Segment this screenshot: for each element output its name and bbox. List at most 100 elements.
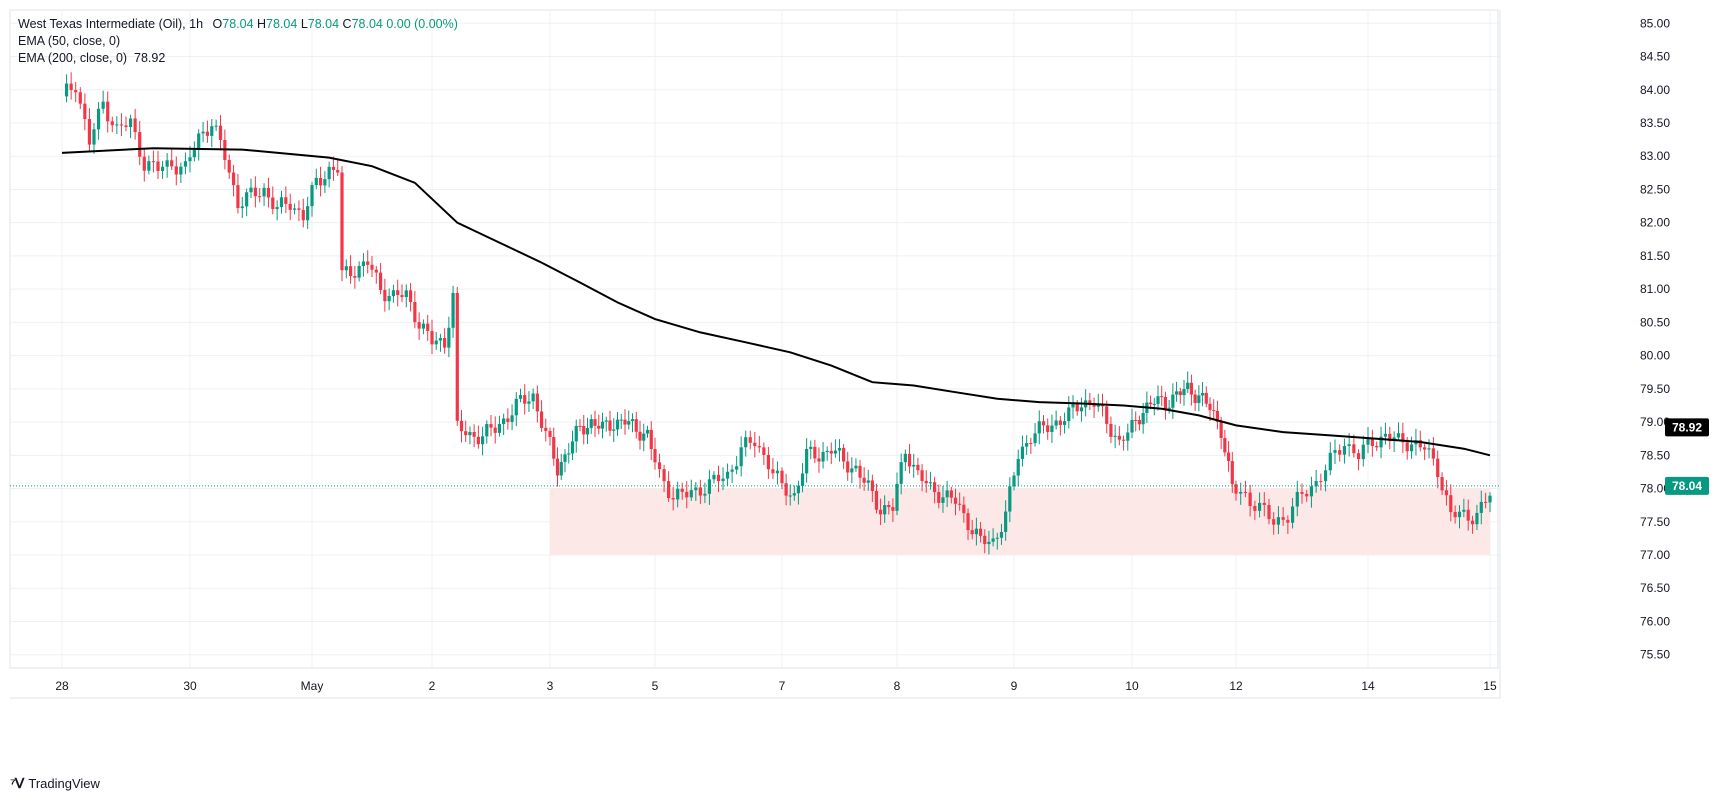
candle-body <box>476 436 480 445</box>
candle-body <box>214 125 218 127</box>
candle-body <box>1239 491 1243 494</box>
candle-body <box>391 290 396 297</box>
candle-body <box>825 450 829 453</box>
candle-body <box>978 528 983 536</box>
y-tick-label: 78.00 <box>1640 482 1670 496</box>
candle-body <box>426 323 430 332</box>
candle-body <box>192 150 196 158</box>
candle-body <box>151 161 156 163</box>
support-zone <box>550 488 1490 556</box>
candle-body <box>292 208 297 210</box>
candle-body <box>147 161 151 171</box>
candle-body <box>1257 502 1262 511</box>
candle-body <box>615 419 620 430</box>
candle-body <box>523 395 527 404</box>
candle-body <box>1488 495 1492 503</box>
candle-body <box>612 429 616 431</box>
candle-body <box>357 265 361 278</box>
candle-body <box>464 431 468 436</box>
candle-body <box>559 461 563 476</box>
candle-body <box>447 327 451 348</box>
candle-body <box>1008 486 1012 512</box>
candle-body <box>459 420 464 432</box>
candle-body <box>413 302 417 323</box>
ema50-legend[interactable]: EMA (50, close, 0) <box>18 34 121 48</box>
candle-body <box>887 505 891 508</box>
y-tick-label: 84.00 <box>1640 83 1670 97</box>
candle-body <box>138 132 142 157</box>
candle-body <box>253 187 257 197</box>
candle-body <box>1323 470 1328 482</box>
candle-body <box>1163 397 1168 410</box>
last-price-tag-bg <box>1665 476 1709 495</box>
candle-body <box>1379 436 1383 448</box>
candle-body <box>1383 433 1388 437</box>
candle-body <box>1200 392 1205 396</box>
candle-body <box>421 323 426 329</box>
candle-body <box>1272 519 1276 525</box>
candle-body <box>301 209 305 221</box>
candle-body <box>1109 423 1113 437</box>
candle-body <box>1171 394 1175 408</box>
candle-body <box>115 124 119 126</box>
candle-body <box>1105 406 1109 424</box>
candle-body <box>1223 437 1227 453</box>
candle-body <box>510 415 514 422</box>
candle-body <box>468 432 472 436</box>
candle-body <box>634 419 638 432</box>
candle-body <box>649 429 653 450</box>
tradingview-brand[interactable]: ⁷ᐯ TradingView <box>10 775 100 792</box>
y-tick-label: 83.50 <box>1640 116 1670 130</box>
ohlc-close: C78.04 <box>342 17 383 31</box>
candle-body <box>1267 504 1271 520</box>
candle-body <box>314 177 318 186</box>
candle-body <box>1178 391 1182 396</box>
candle-body <box>792 493 796 496</box>
candle-body <box>1295 492 1299 507</box>
candle-body <box>502 418 506 425</box>
candle-body <box>1186 382 1190 389</box>
symbol-title[interactable]: West Texas Intermediate (Oil), 1h <box>18 17 204 31</box>
candle-body <box>201 131 205 134</box>
candle-body <box>1253 506 1257 511</box>
candle-body <box>1046 425 1050 432</box>
candle-body <box>1058 420 1062 425</box>
candle-body <box>685 491 689 498</box>
candle-body <box>689 490 693 498</box>
candle-body <box>916 464 920 471</box>
candle-body <box>1054 420 1058 426</box>
candle-body <box>739 447 743 467</box>
candle-body <box>1117 435 1121 440</box>
x-tick-label: 15 <box>1483 679 1497 693</box>
candle-body <box>133 118 137 133</box>
candle-body <box>323 179 327 186</box>
candle-body <box>1079 407 1084 412</box>
candle-body <box>535 393 539 412</box>
candle-body <box>1319 481 1323 483</box>
candle-body <box>638 431 642 441</box>
candle-body <box>1197 395 1201 404</box>
ema200-legend[interactable]: EMA (200, close, 0) 78.92 <box>18 51 166 65</box>
candle-body <box>1457 511 1462 518</box>
candle-body <box>1204 392 1208 404</box>
candle-body <box>455 292 459 421</box>
candle-body <box>1033 433 1037 444</box>
candle-body <box>858 465 862 478</box>
candle-body <box>1347 444 1351 446</box>
candle-body <box>443 338 447 348</box>
candle-body <box>128 118 133 128</box>
candle-body <box>748 437 752 443</box>
candle-body <box>1436 458 1440 478</box>
candle-body <box>597 425 601 429</box>
brand-name: TradingView <box>28 776 100 791</box>
x-tick-label: 28 <box>55 679 69 693</box>
candle-body <box>1409 444 1414 452</box>
candle-body <box>227 159 231 173</box>
candle-body <box>928 482 933 484</box>
y-tick-label: 76.50 <box>1640 581 1670 595</box>
y-tick-label: 82.00 <box>1640 216 1670 230</box>
candle-body <box>1356 453 1361 460</box>
candle-body <box>1025 443 1029 447</box>
